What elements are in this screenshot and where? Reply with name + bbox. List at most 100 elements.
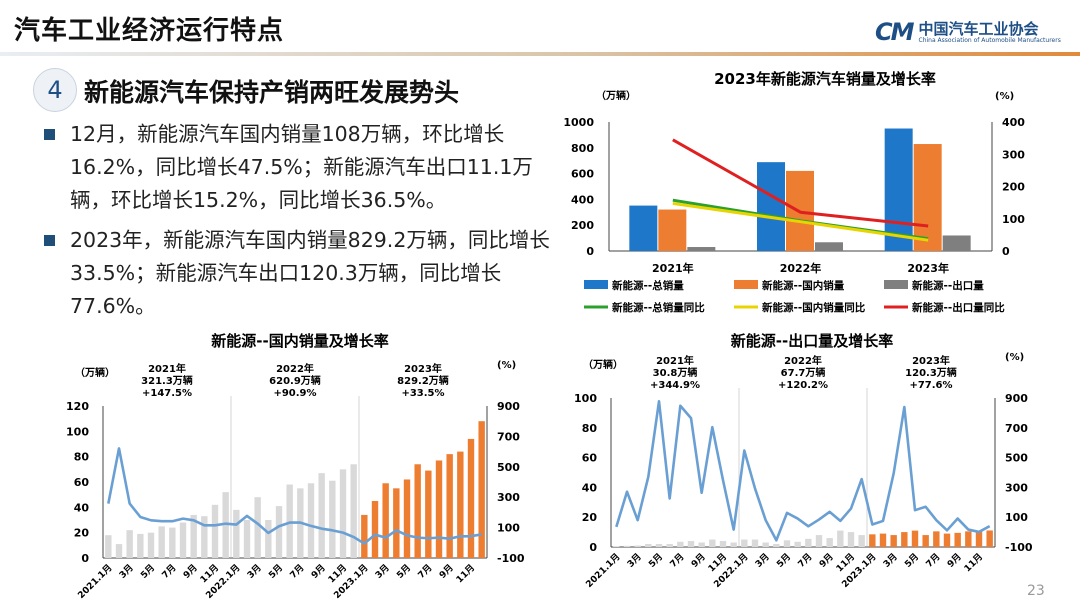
bar — [869, 534, 876, 547]
bar — [666, 544, 673, 547]
y-tick-label: 40 — [74, 501, 90, 514]
annotation-year: 2021年 — [148, 362, 186, 375]
logo-name-en: China Association of Automobile Manufact… — [918, 36, 1061, 44]
bar — [158, 526, 165, 558]
bar — [286, 484, 293, 558]
annotation-volume: 67.7万辆 — [781, 366, 826, 379]
bar — [318, 473, 325, 558]
annotation-growth: +344.9% — [650, 380, 700, 391]
y2-tick-label: 200 — [1002, 181, 1025, 194]
bar — [634, 545, 641, 547]
header-divider — [0, 52, 1080, 56]
y2-tick-label: 0 — [1002, 245, 1010, 258]
legend-label: 新能源--出口量 — [912, 279, 984, 292]
y-tick-label: 20 — [74, 527, 90, 540]
logo-mark: CM — [875, 18, 914, 46]
bar — [954, 532, 961, 547]
bar — [879, 533, 887, 547]
bar — [446, 454, 453, 558]
y2-tick-label: 900 — [1005, 392, 1028, 405]
y2-tick-label: 100 — [1005, 511, 1028, 524]
x-tick-label: 7月 — [796, 551, 815, 570]
x-tick-label: 7月 — [668, 551, 687, 570]
y2-tick-label: 300 — [497, 491, 520, 504]
slide-header-title: 汽车工业经济运行特点 — [14, 16, 285, 46]
x-tick-label: 9月 — [945, 551, 964, 570]
logo-name-cn: 中国汽车工业协会 — [918, 19, 1039, 38]
bar-2 — [815, 242, 843, 251]
y-tick-label: 60 — [74, 476, 90, 489]
annotation-growth: +90.9% — [273, 388, 316, 399]
y-tick-label: 400 — [571, 193, 594, 206]
bar — [222, 492, 229, 558]
chart-title: 新能源--出口量及增长率 — [731, 332, 893, 350]
bar — [467, 438, 475, 558]
bar — [826, 538, 833, 547]
bar — [943, 533, 951, 547]
y2-tick-label: 700 — [1005, 422, 1028, 435]
bar — [307, 483, 315, 558]
bar — [645, 544, 652, 547]
x-tick-label: 5月 — [903, 551, 922, 570]
annotation-year: 2021年 — [656, 354, 694, 367]
chart-title: 新能源--国内销量及增长率 — [211, 332, 388, 350]
bar — [137, 533, 144, 558]
bar — [655, 544, 663, 547]
bar — [403, 479, 411, 558]
y2-tick-label: 100 — [497, 522, 520, 535]
y2-tick-label: 100 — [1002, 213, 1025, 226]
growth-line — [107, 447, 482, 545]
bar — [179, 522, 187, 558]
x-tick-label: 9月 — [817, 551, 836, 570]
y-tick-label: 80 — [582, 422, 598, 435]
page-number: 23 — [1027, 583, 1045, 599]
y2-axis-label: (%) — [497, 360, 516, 371]
bullet-text: 2023年，新能源汽车国内销量829.2万辆，同比增长33.5%；新能源汽车出口… — [70, 228, 550, 318]
y-tick-label: 0 — [589, 541, 597, 554]
x-tick-label: 2021.1月 — [584, 551, 623, 590]
section-number-badge: 4 — [33, 68, 77, 112]
bar — [115, 544, 123, 558]
annotation-volume: 321.3万辆 — [141, 374, 193, 387]
y-tick-label: 100 — [574, 392, 597, 405]
bar — [709, 539, 716, 547]
y-axis-label: （万辆） — [75, 366, 115, 379]
bar — [901, 532, 908, 547]
bullet-item: 12月，新能源汽车国内销量108万辆，环比增长16.2%，同比增长47.5%；新… — [44, 118, 564, 217]
bar-1 — [913, 144, 942, 251]
annotation-growth: +77.6% — [909, 380, 952, 391]
y2-tick-label: 700 — [497, 430, 520, 443]
bar — [361, 514, 368, 558]
y-axis-label: （万辆） — [596, 89, 636, 102]
bar — [382, 483, 389, 558]
bar — [837, 530, 844, 547]
y-tick-label: 120 — [66, 400, 89, 413]
bar — [414, 464, 421, 558]
x-tick-label: 11月 — [962, 551, 985, 574]
bar — [623, 545, 631, 547]
bar — [847, 532, 855, 547]
annotation-growth: +33.5% — [401, 388, 444, 399]
legend-label: 新能源--总销量 — [612, 279, 684, 292]
bar — [201, 516, 208, 558]
line-series-1 — [672, 201, 929, 242]
y2-axis-label: (%) — [1005, 352, 1024, 363]
legend-label: 新能源--国内销量同比 — [762, 301, 866, 314]
x-tick-label: 2021年 — [652, 261, 694, 275]
bar — [339, 469, 347, 558]
bar — [751, 539, 759, 547]
bar — [457, 451, 464, 558]
bullet-square-icon — [44, 235, 55, 246]
bar — [986, 530, 993, 547]
bar — [794, 541, 801, 547]
y-tick-label: 200 — [571, 219, 594, 232]
annotation-year: 2023年 — [404, 362, 442, 375]
y2-tick-label: 300 — [1002, 148, 1025, 161]
bar-0 — [757, 162, 785, 251]
annotation-volume: 829.2万辆 — [397, 374, 449, 387]
bar — [965, 531, 972, 547]
bar — [371, 501, 379, 558]
y-axis-label: （万辆） — [583, 358, 623, 371]
